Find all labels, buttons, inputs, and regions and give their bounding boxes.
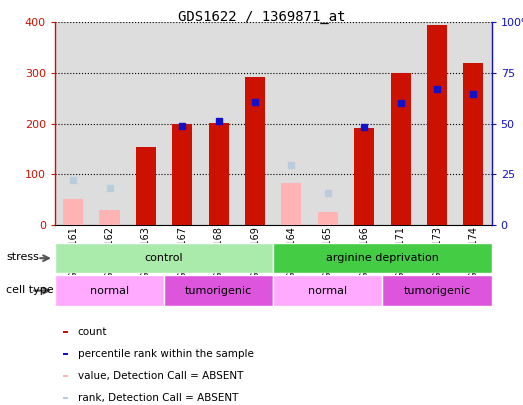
- Text: count: count: [78, 327, 107, 337]
- Text: normal: normal: [90, 286, 129, 296]
- Bar: [55, 275, 164, 306]
- Bar: [164, 275, 273, 306]
- Bar: [318, 212, 338, 225]
- Bar: [273, 243, 492, 273]
- Bar: [209, 122, 229, 225]
- Bar: [63, 375, 69, 377]
- Bar: [382, 275, 492, 306]
- Text: arginine deprivation: arginine deprivation: [326, 253, 439, 263]
- Text: tumorigenic: tumorigenic: [185, 286, 252, 296]
- Bar: [273, 275, 382, 306]
- Bar: [427, 25, 447, 225]
- Text: normal: normal: [308, 286, 347, 296]
- Bar: [63, 353, 69, 355]
- Text: cell type: cell type: [6, 285, 54, 294]
- Bar: [463, 63, 483, 225]
- Bar: [281, 183, 301, 225]
- Bar: [63, 200, 83, 225]
- Bar: [55, 243, 273, 273]
- Text: stress: stress: [6, 252, 39, 262]
- Text: value, Detection Call = ABSENT: value, Detection Call = ABSENT: [78, 371, 243, 381]
- Bar: [391, 73, 411, 225]
- Bar: [354, 128, 374, 225]
- Text: tumorigenic: tumorigenic: [403, 286, 471, 296]
- Bar: [172, 124, 192, 225]
- Bar: [245, 77, 265, 225]
- Bar: [136, 147, 156, 225]
- Bar: [63, 397, 69, 399]
- Text: percentile rank within the sample: percentile rank within the sample: [78, 349, 254, 359]
- Text: control: control: [145, 253, 184, 263]
- Bar: [63, 331, 69, 333]
- Text: GDS1622 / 1369871_at: GDS1622 / 1369871_at: [178, 10, 345, 24]
- Text: rank, Detection Call = ABSENT: rank, Detection Call = ABSENT: [78, 393, 238, 403]
- Bar: [99, 210, 120, 225]
